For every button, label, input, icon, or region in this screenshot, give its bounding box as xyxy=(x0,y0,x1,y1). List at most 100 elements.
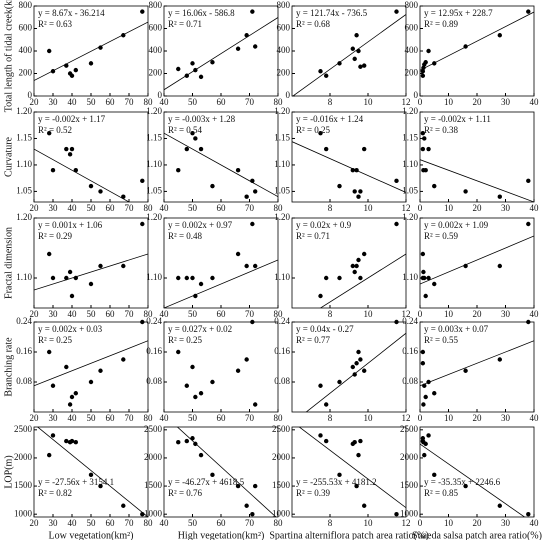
x-tick-label: 50 xyxy=(188,309,198,319)
equation: y = 0.027x + 0.02 xyxy=(168,324,232,334)
regression-line xyxy=(420,443,526,517)
x-tick-label: 40 xyxy=(160,413,170,423)
data-point xyxy=(193,136,198,141)
data-point xyxy=(420,73,426,78)
x-tick-label: 12 xyxy=(402,518,411,528)
x-tick-label: 30 xyxy=(501,97,511,107)
plot-frame xyxy=(291,321,407,413)
y-tick-label: 1500 xyxy=(144,480,163,490)
x-tick-label: 40 xyxy=(160,518,170,528)
data-point xyxy=(318,130,323,136)
x-tick-label: 70 xyxy=(245,203,255,213)
regression-line xyxy=(319,253,406,308)
data-point xyxy=(422,383,427,388)
x-tick-label: 10 xyxy=(364,309,374,319)
data-point xyxy=(244,503,249,508)
data-point xyxy=(352,189,357,194)
y-tick-label: 1.05 xyxy=(16,185,32,195)
y-tick-label: 400 xyxy=(19,45,33,55)
y-tick-label: 600 xyxy=(149,23,163,33)
data-point xyxy=(318,69,323,74)
x-tick-label: 50 xyxy=(188,518,198,528)
equation: y = -35.35x + 2246.6 xyxy=(424,477,501,487)
data-point xyxy=(394,511,399,517)
plot-frame xyxy=(419,426,535,518)
regression-line xyxy=(164,17,278,91)
data-point xyxy=(140,511,145,517)
data-point xyxy=(350,46,355,51)
data-point xyxy=(193,394,198,400)
data-point xyxy=(198,146,204,152)
y-tick-label: 1500 xyxy=(400,480,419,490)
x-tick-label: 30 xyxy=(49,518,59,528)
data-point xyxy=(394,178,399,184)
x-tick-label: 70 xyxy=(125,203,135,213)
x-tick-label: 40 xyxy=(68,203,78,213)
data-point xyxy=(73,439,79,445)
data-point xyxy=(67,439,73,445)
data-point xyxy=(358,357,363,362)
r-squared: R² = 0.38 xyxy=(424,125,459,135)
data-point xyxy=(184,275,189,281)
data-point xyxy=(235,168,241,173)
regression-line xyxy=(305,332,406,412)
data-point xyxy=(190,61,195,66)
data-point xyxy=(244,357,249,362)
data-point xyxy=(244,194,249,199)
x-axis-label: Suaeda salsa patch area ratio(%) xyxy=(412,530,542,540)
data-point xyxy=(526,319,531,325)
regression-line xyxy=(34,253,148,291)
y-axis-label: LOP(m) xyxy=(3,455,14,488)
equation: y = 0.001x + 1.06 xyxy=(38,220,103,230)
x-tick-label: 0 xyxy=(418,203,423,213)
x-tick-label: 60 xyxy=(217,518,227,528)
x-tick-label: 70 xyxy=(245,309,255,319)
r-squared: R² = 0.52 xyxy=(38,125,72,135)
data-point xyxy=(73,275,79,281)
x-tick-label: 8 xyxy=(328,518,333,528)
r-squared: R² = 0.29 xyxy=(38,231,73,241)
data-point xyxy=(193,67,198,73)
panel: 8 10 12 1.10 1.20 y = 0.02x + 0.9R² = 0.71 xyxy=(274,212,410,319)
x-tick-label: 10 xyxy=(444,97,454,107)
x-tick-label: 40 xyxy=(160,203,170,213)
data-point xyxy=(50,275,56,281)
y-tick-label: 200 xyxy=(277,68,291,78)
data-point xyxy=(421,65,426,71)
data-point xyxy=(526,221,531,227)
data-point xyxy=(176,439,181,445)
data-point xyxy=(421,439,426,445)
data-point xyxy=(184,383,189,388)
data-point xyxy=(88,379,94,385)
data-point xyxy=(98,45,103,50)
data-point xyxy=(198,391,204,396)
regression-line xyxy=(298,427,406,509)
data-point xyxy=(198,281,204,287)
regression-line xyxy=(164,132,278,198)
data-point xyxy=(176,275,181,281)
data-point xyxy=(497,503,502,508)
data-point xyxy=(140,221,145,227)
equation: y = 12.95x + 228.7 xyxy=(424,8,493,18)
data-point xyxy=(73,391,79,396)
x-tick-label: 8 xyxy=(328,309,333,319)
data-point xyxy=(358,438,363,444)
data-point xyxy=(324,438,329,444)
data-point xyxy=(354,361,359,366)
data-point xyxy=(253,263,258,269)
y-tick-label: 1.20 xyxy=(146,212,162,222)
y-tick-label: 2000 xyxy=(14,452,33,462)
y-tick-label: 1.05 xyxy=(402,185,418,195)
data-point xyxy=(463,189,468,194)
data-point xyxy=(337,183,342,189)
r-squared: R² = 0.76 xyxy=(168,488,203,498)
y-tick-label: 0.08 xyxy=(16,376,32,386)
y-tick-label: 0.16 xyxy=(402,346,418,356)
data-point xyxy=(420,69,426,74)
data-point xyxy=(140,319,145,325)
data-point xyxy=(121,503,126,508)
regression-line xyxy=(37,427,148,517)
y-tick-label: 0.08 xyxy=(274,376,290,386)
data-point xyxy=(253,44,258,49)
